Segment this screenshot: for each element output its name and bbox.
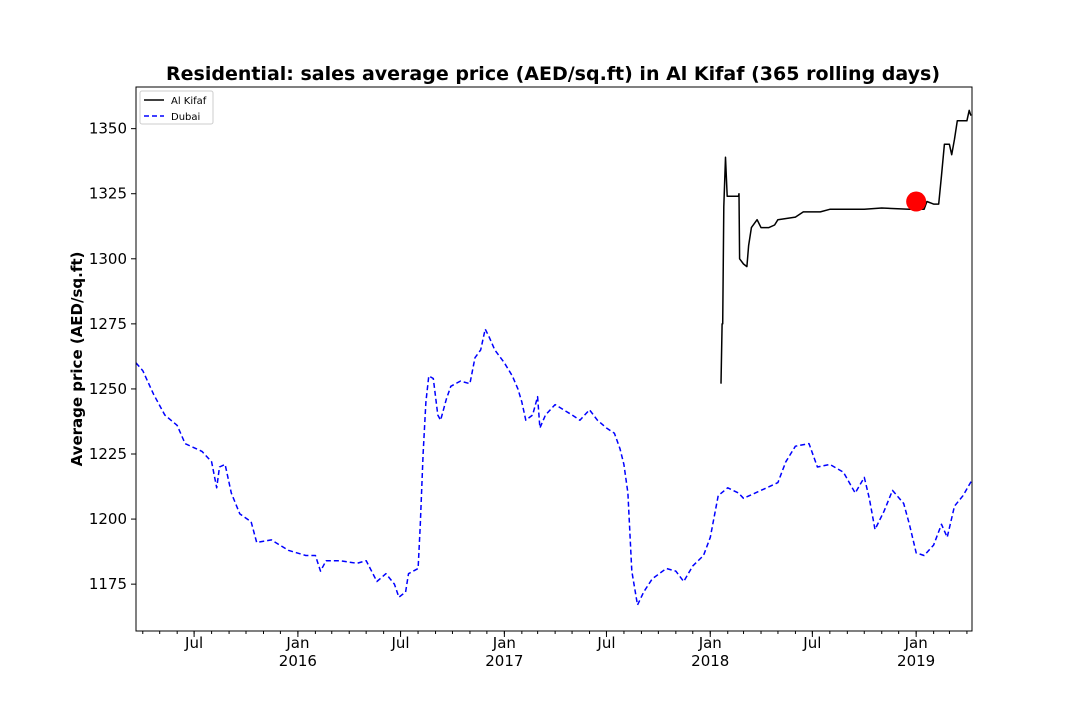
highlight-marker: [906, 191, 927, 212]
series-layer: [135, 109, 973, 606]
y-tick-label: 1250: [89, 380, 127, 398]
x-tick-year-label: 2016: [279, 652, 317, 670]
chart-title: Residential: sales average price (AED/sq…: [166, 63, 940, 85]
x-tick-label: Jul: [184, 634, 203, 652]
x-tick-label: Jul: [596, 634, 615, 652]
x-tick-label: Jan: [285, 634, 309, 652]
y-tick-label: 1275: [89, 315, 127, 333]
series-line-al-kifaf: [720, 109, 972, 384]
plot-frame: [135, 86, 973, 632]
x-tick-label: Jan: [492, 634, 516, 652]
y-tick-label: 1225: [89, 445, 127, 463]
x-tick-year-label: 2019: [897, 652, 935, 670]
x-tick-label: Jul: [802, 634, 821, 652]
legend-label-al-kifaf: Al Kifaf: [171, 96, 207, 107]
legend: Al Kifaf Dubai: [139, 90, 214, 125]
y-axis-ticks: 1175 1200 1225 1250 1275 1300 1325 1350: [89, 120, 136, 593]
y-tick-label: 1325: [89, 185, 127, 203]
x-tick-label: Jan: [698, 634, 722, 652]
y-axis-label: Average price (AED/sq.ft): [68, 252, 86, 467]
series-line-dubai: [135, 328, 973, 606]
x-tick-year-label: 2017: [485, 652, 523, 670]
x-tick-label: Jan: [904, 634, 928, 652]
legend-label-dubai: Dubai: [171, 112, 200, 123]
marker-layer: [906, 191, 927, 212]
x-tick-label: Jul: [391, 634, 410, 652]
x-tick-year-label: 2018: [691, 652, 729, 670]
y-tick-label: 1300: [89, 250, 127, 268]
y-tick-label: 1175: [89, 575, 127, 593]
y-tick-label: 1200: [89, 510, 127, 528]
plot-area: [136, 87, 972, 631]
y-tick-label: 1350: [89, 120, 127, 138]
